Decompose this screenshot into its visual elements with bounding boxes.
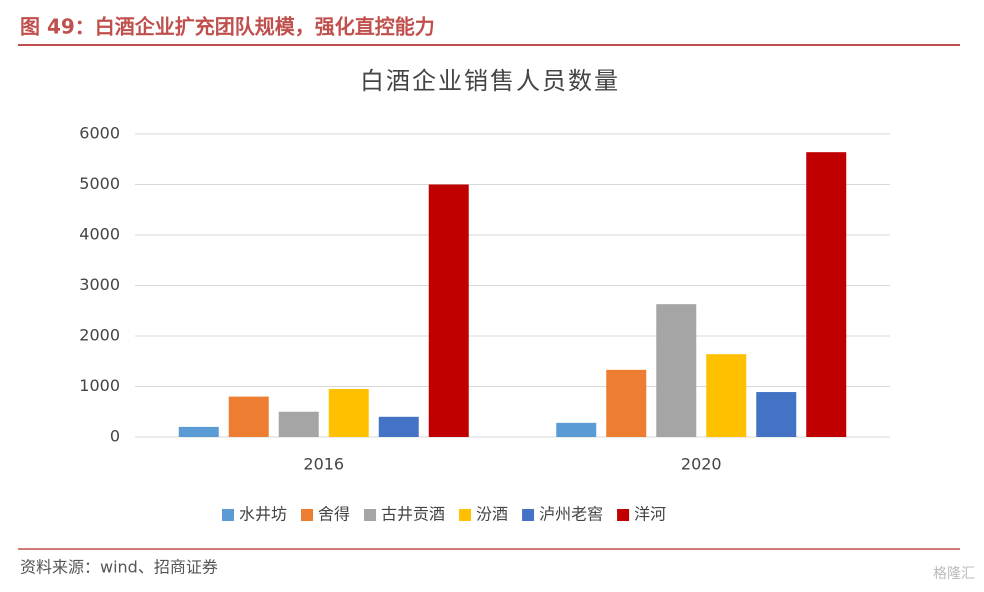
legend-swatch [522, 509, 535, 521]
legend-label: 泸州老窖 [539, 505, 603, 524]
bar [228, 396, 269, 437]
legend-swatch [301, 509, 314, 521]
bar [428, 184, 469, 437]
legend-swatch [617, 509, 630, 521]
figure-title: 图 49：白酒企业扩充团队规模，强化直控能力 [20, 15, 435, 39]
y-tick-label: 5000 [79, 174, 120, 193]
y-tick-label: 4000 [79, 225, 120, 244]
bar [606, 369, 647, 437]
y-tick-label: 2000 [79, 326, 120, 345]
bar [706, 354, 747, 437]
legend-swatch [459, 509, 472, 521]
source-note: 资料来源：wind、招商证券 [20, 558, 218, 577]
bar [656, 304, 697, 437]
bar [756, 392, 797, 437]
bar [278, 411, 319, 437]
chart-title: 白酒企业销售人员数量 [360, 67, 620, 95]
y-tick-label: 1000 [79, 376, 120, 395]
bar [378, 416, 419, 437]
bar [178, 426, 219, 437]
legend-label: 洋河 [634, 505, 666, 524]
y-tick-label: 3000 [79, 275, 120, 294]
legend-label: 古井贡酒 [381, 505, 445, 524]
legend-swatch [222, 509, 234, 521]
legend-swatch [364, 509, 377, 521]
watermark: 格隆汇 [933, 566, 975, 582]
y-tick-label: 6000 [79, 124, 120, 143]
bar [556, 422, 597, 437]
x-tick-label: 2016 [303, 455, 344, 474]
x-tick-label: 2020 [681, 455, 722, 474]
legend-label: 水井坊 [239, 505, 287, 524]
legend-label: 舍得 [318, 505, 350, 524]
bar [328, 389, 369, 437]
legend-label: 汾酒 [476, 505, 508, 524]
y-tick-label: 0 [110, 427, 120, 446]
bar [806, 152, 847, 437]
